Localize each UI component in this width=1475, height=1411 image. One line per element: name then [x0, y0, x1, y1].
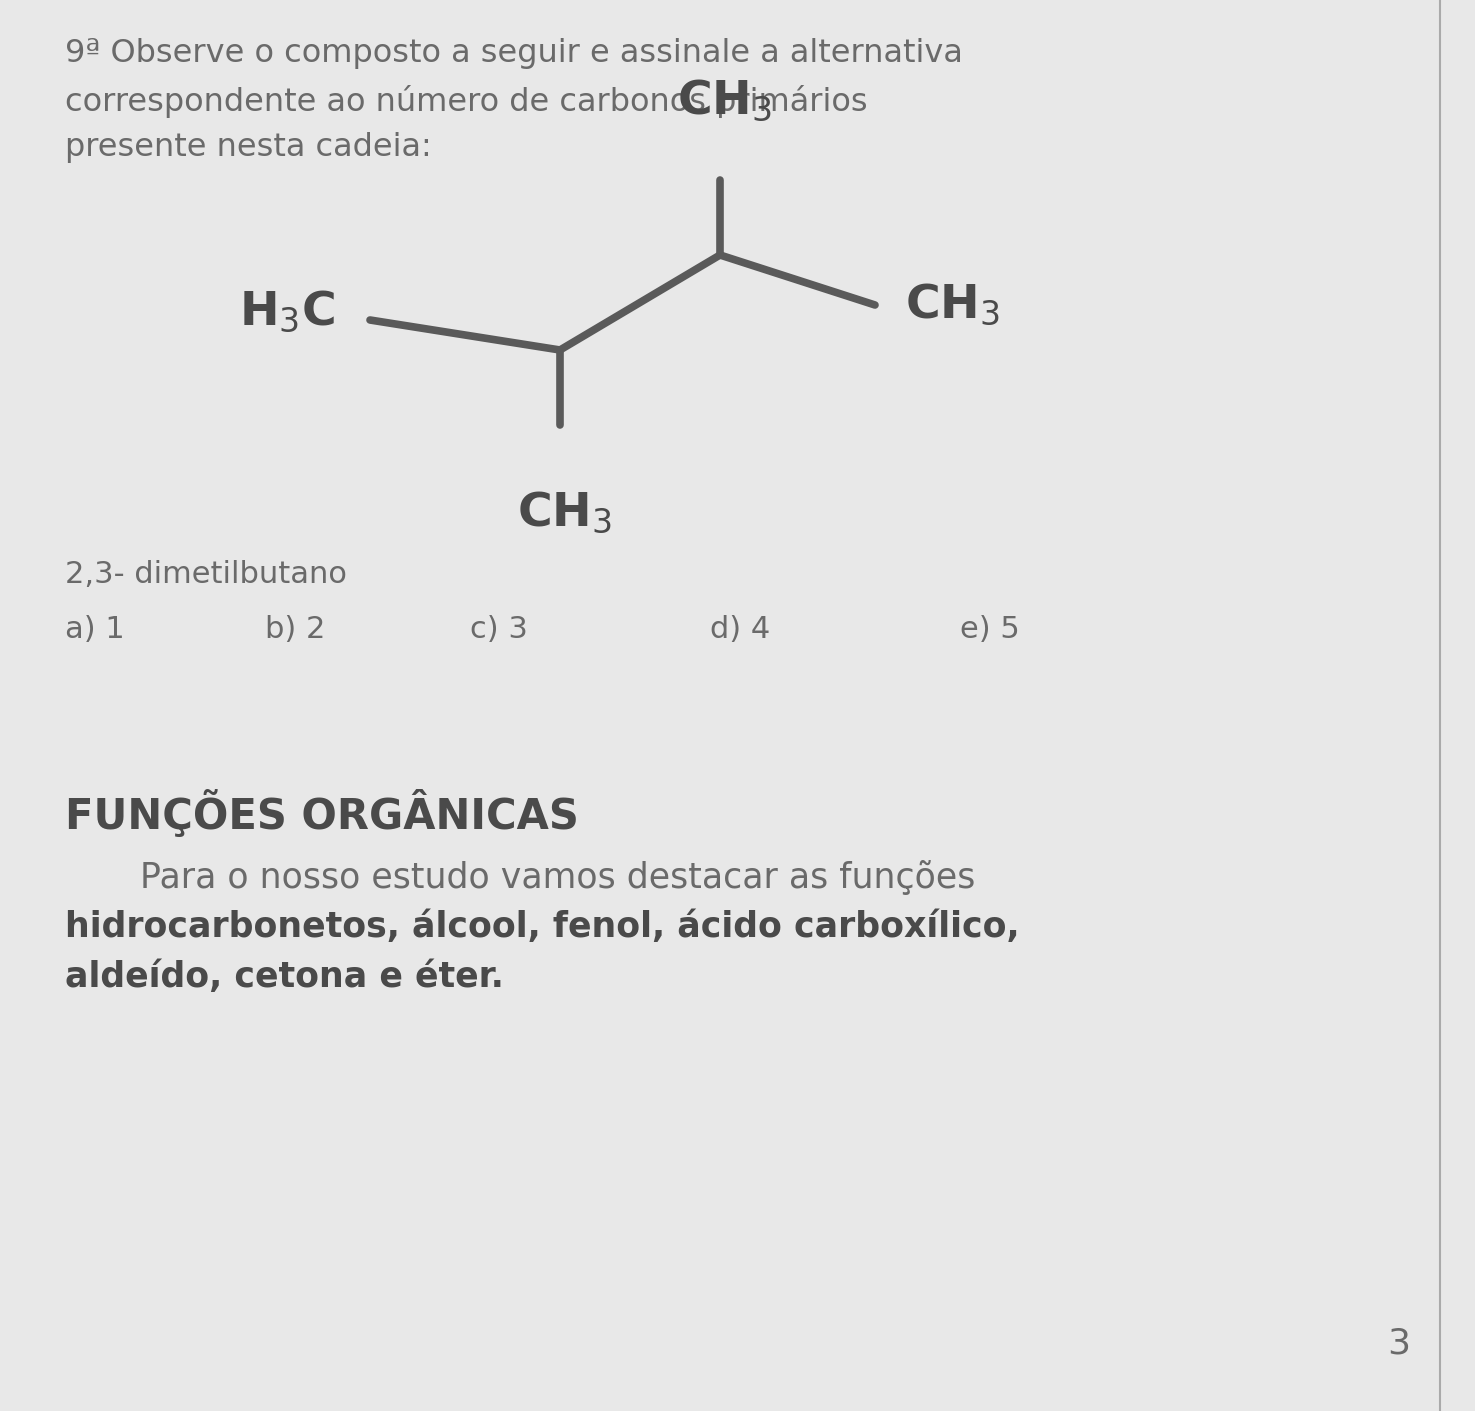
Text: 2,3- dimetilbutano: 2,3- dimetilbutano: [65, 560, 347, 588]
Text: correspondente ao número de carbonos primários: correspondente ao número de carbonos pri…: [65, 85, 867, 119]
Text: hidrocarbonetos, álcool, fenol, ácido carboxílico,: hidrocarbonetos, álcool, fenol, ácido ca…: [65, 910, 1019, 944]
Text: c) 3: c) 3: [471, 615, 528, 643]
Text: b) 2: b) 2: [266, 615, 326, 643]
Text: aldeído, cetona e éter.: aldeído, cetona e éter.: [65, 959, 504, 993]
Text: 9ª Observe o composto a seguir e assinale a alternativa: 9ª Observe o composto a seguir e assinal…: [65, 38, 963, 69]
Text: H$_3$C: H$_3$C: [239, 289, 335, 334]
Text: FUNÇÕES ORGÂNICAS: FUNÇÕES ORGÂNICAS: [65, 790, 578, 838]
Text: presente nesta cadeia:: presente nesta cadeia:: [65, 133, 432, 164]
Text: d) 4: d) 4: [709, 615, 770, 643]
Text: CH$_3$: CH$_3$: [906, 282, 1000, 327]
Text: Para o nosso estudo vamos destacar as funções: Para o nosso estudo vamos destacar as fu…: [140, 859, 975, 895]
Text: 3: 3: [1386, 1326, 1410, 1360]
Text: a) 1: a) 1: [65, 615, 125, 643]
Text: CH$_3$: CH$_3$: [677, 78, 773, 123]
Text: CH$_3$: CH$_3$: [518, 490, 612, 536]
Text: e) 5: e) 5: [960, 615, 1019, 643]
